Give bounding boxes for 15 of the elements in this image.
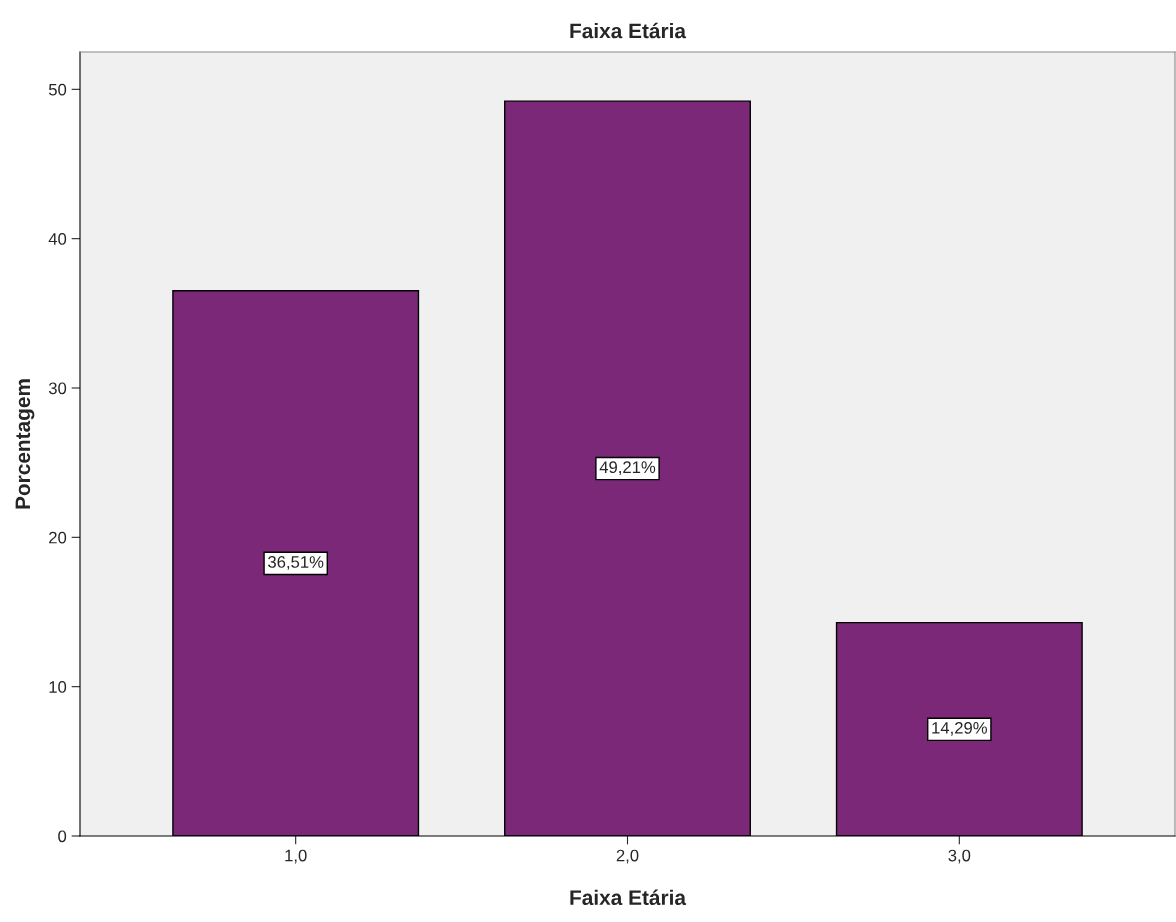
y-tick-label: 40 (48, 233, 67, 245)
y-tick-label: 50 (48, 83, 67, 96)
y-tick-label: 20 (49, 531, 67, 544)
x-axis-title: Faixa Etária (570, 889, 687, 906)
data-label: 14,29% (932, 721, 987, 736)
y-tick-label: 0 (58, 830, 67, 843)
chart-title: Faixa Etária (570, 22, 687, 39)
data-label: 36,51% (268, 556, 324, 570)
y-tick-label: 30 (48, 382, 67, 395)
x-tick-label: 2,0 (616, 849, 639, 864)
x-tick-label: 3,0 (948, 849, 971, 864)
x-tick-label: 1,0 (285, 849, 307, 864)
y-tick-label: 10 (49, 681, 67, 693)
y-axis-title: Porcentagem (15, 379, 35, 509)
data-label: 49,21% (599, 461, 656, 476)
